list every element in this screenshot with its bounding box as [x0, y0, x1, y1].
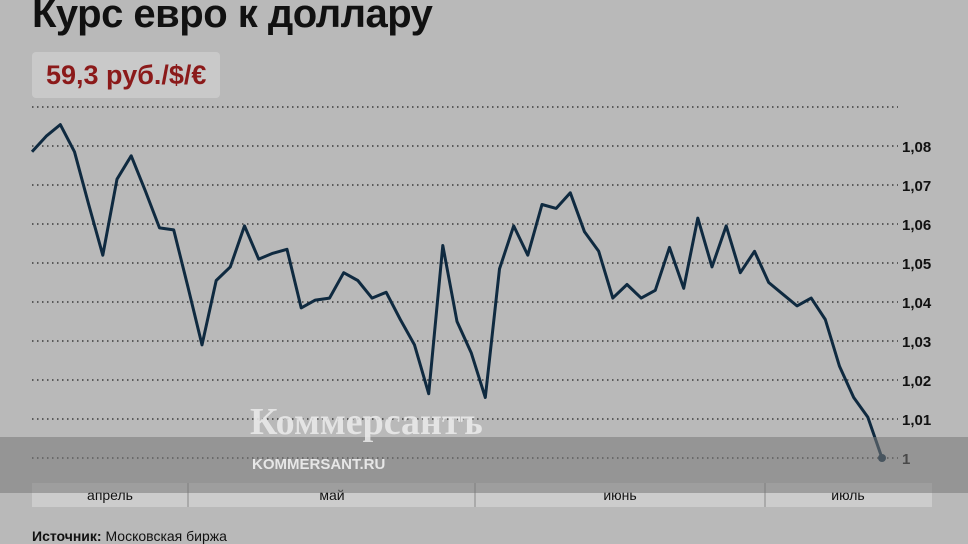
y-tick-label: 1,05	[902, 256, 931, 273]
y-tick-label: 1,08	[902, 139, 931, 156]
source-text: Московская биржа	[105, 528, 227, 544]
rate-badge-text: 59,3 руб./$/€	[46, 59, 207, 90]
y-tick-label: 1,06	[902, 217, 931, 234]
y-tick-label: 1,07	[902, 178, 931, 195]
watermark-band	[0, 437, 968, 493]
eur-usd-line	[30, 123, 884, 459]
y-tick-label: 1,02	[902, 373, 931, 390]
y-tick-label: 1,01	[902, 412, 931, 429]
y-tick-labels: 11,011,021,031,041,051,061,071,08	[902, 139, 932, 468]
watermark-url: KOMMERSANT.RU	[252, 456, 386, 473]
chart-title: Курс евро к доллару	[32, 0, 433, 36]
y-tick-label: 1,04	[902, 295, 932, 312]
source-label: Источник:	[32, 528, 102, 544]
y-tick-label: 1,03	[902, 334, 931, 351]
watermark-logo: Коммерсантъ	[250, 401, 483, 443]
source-note: Источник: Московская биржа	[32, 528, 227, 544]
rate-badge: 59,3 руб./$/€	[32, 52, 221, 98]
